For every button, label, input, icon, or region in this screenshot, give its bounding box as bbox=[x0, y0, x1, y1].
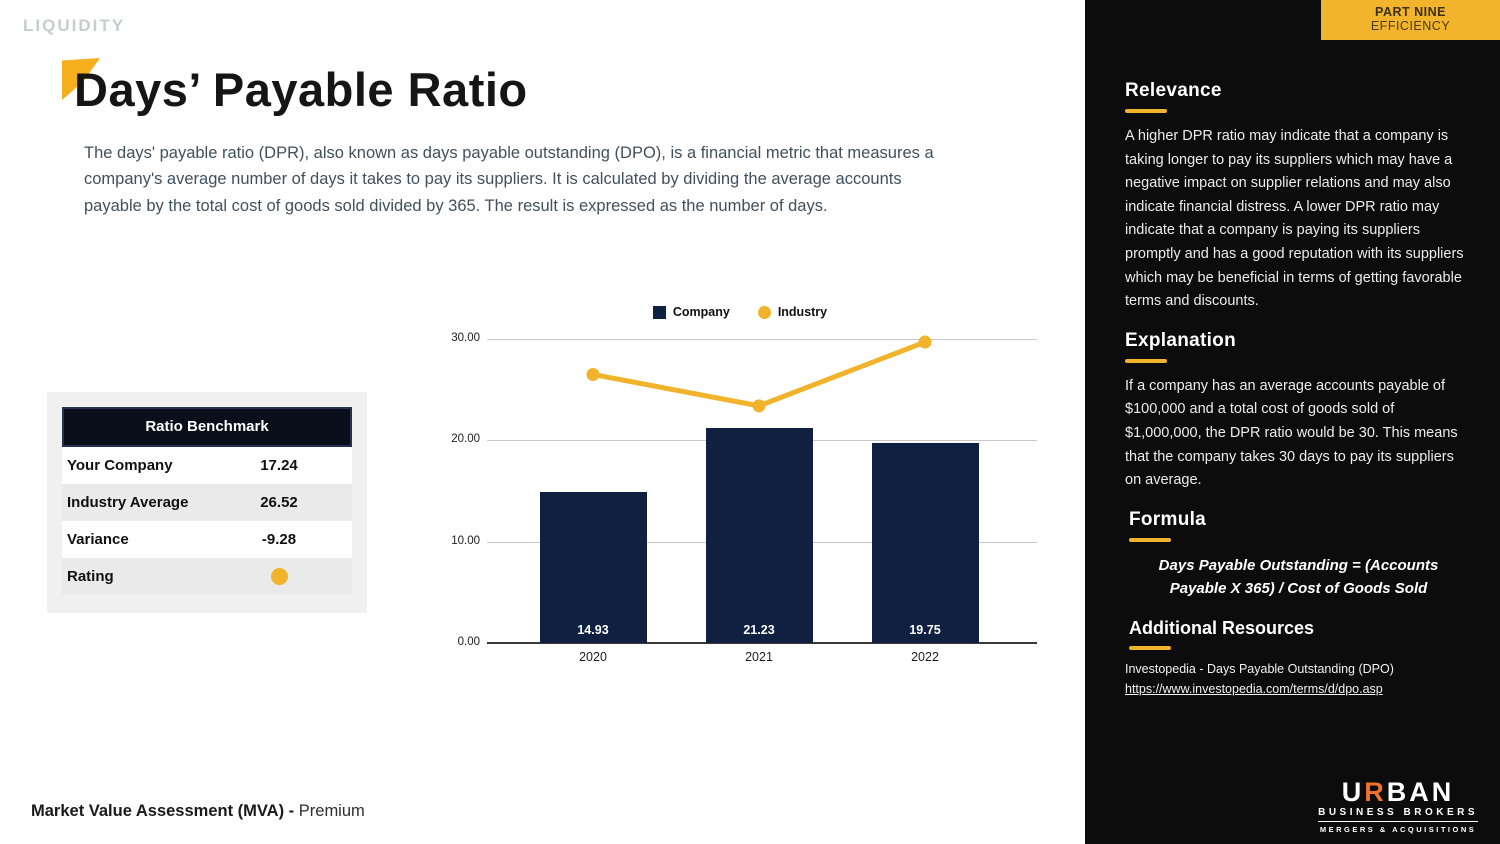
page-title: Days’ Payable Ratio bbox=[74, 63, 528, 116]
dpr-chart: Company Industry 30.00 20.00 10.00 0.00 14.9… bbox=[440, 300, 1040, 680]
table-row: Your Company 17.24 bbox=[62, 447, 352, 484]
table-row: Industry Average 26.52 bbox=[62, 484, 352, 521]
logo-subtitle: BUSINESS BROKERS bbox=[1318, 807, 1478, 822]
formula-text: Days Payable Outstanding = (Accounts Pay… bbox=[1158, 556, 1439, 597]
industry-point bbox=[752, 399, 766, 413]
part-badge: PART NINE EFFICIENCY bbox=[1321, 0, 1500, 40]
row-label: Rating bbox=[67, 568, 114, 585]
logo-r-glyph: R bbox=[1364, 777, 1387, 807]
company-swatch-icon bbox=[652, 305, 666, 319]
sidebar: PART NINE EFFICIENCY Relevance A higher … bbox=[1085, 0, 1500, 844]
ratio-benchmark-table: Ratio Benchmark Your Company 17.24 Indus… bbox=[47, 392, 367, 613]
bar-value-label: 21.23 bbox=[743, 622, 775, 637]
badge-section: EFFICIENCY bbox=[1370, 19, 1451, 33]
rating-indicator bbox=[206, 568, 352, 586]
y-axis-tick-label: 30.00 bbox=[451, 332, 480, 344]
company-bar: 14.93 bbox=[539, 491, 647, 643]
footer-regular: Premium bbox=[298, 802, 365, 820]
section-heading: Formula bbox=[1129, 508, 1207, 530]
y-axis-tick-label: 20.00 bbox=[451, 433, 480, 446]
company-bar: 19.75 bbox=[871, 442, 979, 643]
section-body: A higher DPR ratio may indicate that a c… bbox=[1125, 128, 1464, 310]
section-heading: Additional Resources bbox=[1129, 617, 1315, 638]
heading-underline bbox=[1125, 109, 1167, 113]
resource-source: Investopedia - Days Payable Outstanding … bbox=[1125, 661, 1394, 676]
heading-underline bbox=[1125, 358, 1167, 363]
y-axis-tick-label: 0.00 bbox=[457, 636, 480, 648]
section-additional-resources: Additional Resources Investopedia - Days… bbox=[1125, 618, 1472, 698]
resource-link[interactable]: https://www.investopedia.com/terms/d/dpo… bbox=[1125, 681, 1383, 696]
footer-text: Market Value Assessment (MVA) - Premium bbox=[31, 802, 365, 821]
company-bar: 21.23 bbox=[705, 427, 813, 643]
industry-swatch-icon bbox=[757, 305, 771, 319]
row-value: 17.24 bbox=[260, 457, 298, 474]
legend-item-industry: Industry bbox=[757, 305, 828, 319]
x-axis-line bbox=[487, 642, 1037, 644]
section-formula: Formula Days Payable Outstanding = (Acco… bbox=[1125, 509, 1472, 600]
heading-underline bbox=[1129, 537, 1171, 542]
benchmark-table-header: Ratio Benchmark bbox=[62, 407, 352, 447]
industry-line bbox=[590, 339, 928, 409]
gridline bbox=[487, 339, 1037, 340]
table-row: Rating bbox=[62, 558, 352, 595]
section-eyebrow: LIQUIDITY bbox=[23, 16, 126, 35]
sidebar-content: Relevance A higher DPR ratio may indicat… bbox=[1125, 80, 1472, 698]
benchmark-table-body: Your Company 17.24 Industry Average 26.5… bbox=[62, 447, 352, 595]
bar-value-label: 19.75 bbox=[909, 622, 941, 637]
legend-label: Industry bbox=[777, 305, 828, 319]
chart-legend: Company Industry bbox=[440, 305, 1040, 319]
legend-label: Company bbox=[672, 305, 730, 319]
rating-dot-icon bbox=[270, 568, 288, 586]
section-heading: Relevance bbox=[1125, 80, 1222, 101]
page-description: The days' payable ratio (DPR), also know… bbox=[84, 144, 934, 215]
row-label: Your Company bbox=[67, 457, 173, 474]
logo-tagline: MERGERS & ACQUISITIONS bbox=[1319, 825, 1477, 834]
industry-point bbox=[918, 335, 932, 349]
heading-underline bbox=[1129, 645, 1171, 650]
x-axis-tick-label: 2022 bbox=[911, 650, 939, 664]
bar-value-label: 14.93 bbox=[577, 622, 609, 637]
logo-brand: URBAN bbox=[1341, 777, 1455, 807]
section-relevance: Relevance A higher DPR ratio may indicat… bbox=[1125, 80, 1472, 314]
row-value: 26.52 bbox=[260, 494, 298, 511]
footer-bold: Market Value Assessment (MVA) - bbox=[31, 802, 295, 820]
section-explanation: Explanation If a company has an average … bbox=[1125, 330, 1472, 493]
table-row: Variance -9.28 bbox=[62, 521, 352, 558]
section-heading: Explanation bbox=[1125, 329, 1236, 351]
section-body: If a company has an average accounts pay… bbox=[1125, 377, 1458, 489]
row-label: Industry Average bbox=[67, 494, 189, 511]
y-axis-tick-label: 10.00 bbox=[451, 534, 480, 547]
urban-business-brokers-logo: URBAN BUSINESS BROKERS MERGERS & ACQUISI… bbox=[1318, 778, 1478, 834]
industry-point bbox=[586, 367, 600, 381]
x-axis-tick-label: 2021 bbox=[745, 650, 773, 664]
badge-part: PART NINE bbox=[1375, 5, 1446, 19]
x-axis-tick-label: 2020 bbox=[579, 650, 607, 664]
legend-item-company: Company bbox=[652, 305, 730, 319]
row-value: -9.28 bbox=[261, 531, 297, 548]
row-label: Variance bbox=[67, 531, 129, 548]
